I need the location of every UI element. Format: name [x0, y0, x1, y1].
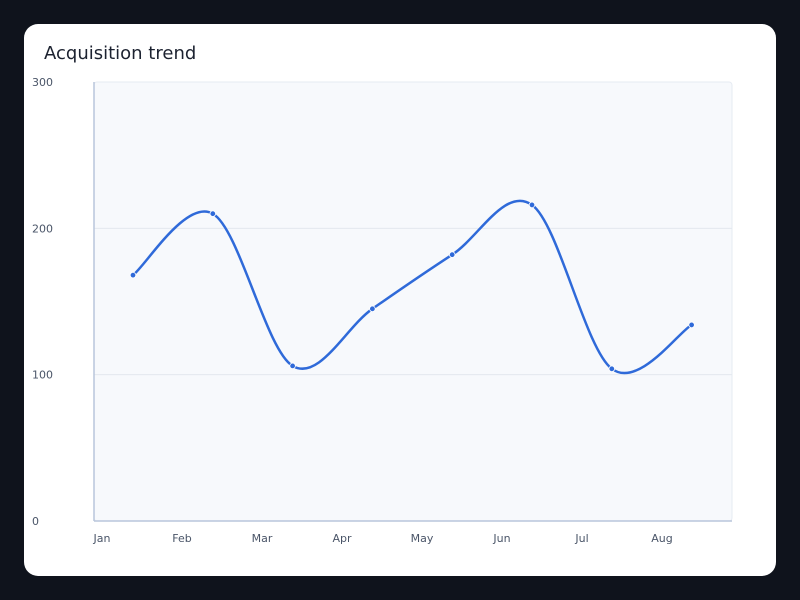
x-tick-label: May: [411, 532, 434, 545]
data-point-mar: [289, 362, 296, 370]
x-tick-label: Jan: [93, 532, 111, 545]
x-tick-label: Jun: [492, 532, 510, 545]
y-tick-label: 100: [32, 369, 53, 382]
data-point-feb: [209, 210, 216, 217]
x-tick-label: Aug: [651, 532, 672, 545]
x-tick-label: Feb: [172, 532, 191, 545]
data-point-jul: [608, 365, 615, 373]
x-tick-label: Mar: [252, 532, 273, 545]
y-tick-label: 300: [32, 76, 53, 89]
chart-title: Acquisition trend: [44, 43, 197, 64]
plot-area: [93, 81, 733, 522]
y-tick-label: 200: [32, 222, 53, 235]
series-line: [132, 199, 693, 375]
data-point-apr: [369, 305, 376, 313]
x-tick-label: Apr: [332, 532, 352, 545]
data-point-aug: [688, 321, 695, 329]
data-point-jun: [528, 201, 536, 209]
data-point-may: [449, 251, 456, 258]
x-tick-label: Jul: [574, 532, 588, 545]
y-tick-label: 0: [32, 515, 39, 528]
data-point-jan: [129, 271, 137, 279]
